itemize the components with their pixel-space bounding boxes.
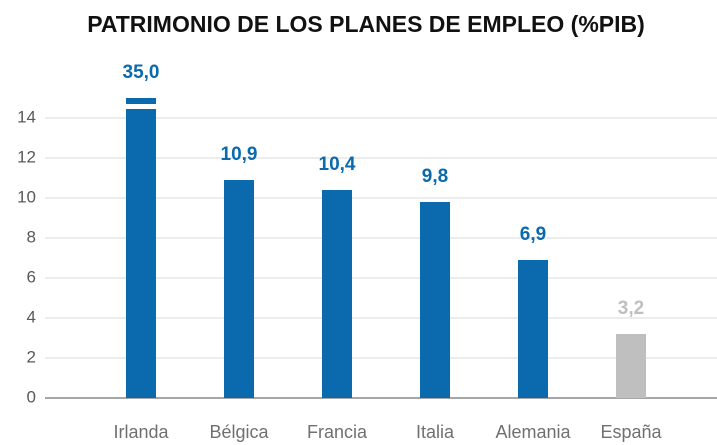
x-tick-label: España [600,422,662,442]
x-tick-label: Irlanda [113,422,169,442]
value-label: 35,0 [123,62,160,83]
y-tick-label: 14 [17,107,36,126]
y-tick-label: 2 [27,347,36,366]
bar [322,190,352,398]
value-label: 10,9 [221,144,258,165]
x-tick-label: Bélgica [209,422,269,442]
value-label: 10,4 [319,154,356,175]
chart-title: PATRIMONIO DE LOS PLANES DE EMPLEO (%PIB… [87,11,645,37]
x-tick-label: Francia [307,422,368,442]
bar [224,180,254,398]
value-label: 9,8 [422,166,448,187]
axis-break [124,104,158,109]
x-tick-label: Italia [416,422,455,442]
bar [126,98,156,398]
y-tick-label: 12 [17,147,36,166]
y-tick-label: 4 [27,307,36,326]
value-label: 3,2 [618,298,644,319]
y-tick-label: 0 [27,387,36,406]
y-tick-label: 10 [17,187,36,206]
x-tick-label: Alemania [495,422,571,442]
bar [420,202,450,398]
bar [518,260,548,398]
bar [616,334,646,398]
value-label: 6,9 [520,224,546,245]
y-tick-label: 6 [27,267,36,286]
y-tick-label: 8 [27,227,36,246]
